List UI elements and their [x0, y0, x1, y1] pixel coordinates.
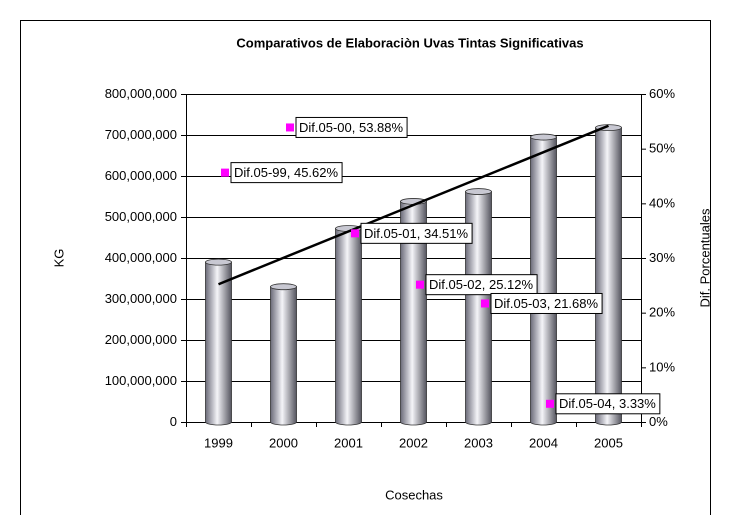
y-tick-label: 300,000,000 — [105, 291, 177, 306]
y-tick-label: 700,000,000 — [105, 127, 177, 142]
trend-line — [218, 124, 609, 286]
y2-tick-label: 30% — [649, 250, 675, 265]
y-tick-label: 500,000,000 — [105, 209, 177, 224]
bar-body — [335, 228, 362, 426]
bar — [335, 225, 362, 426]
bar — [205, 258, 232, 426]
bar — [595, 124, 622, 426]
scatter-point — [221, 168, 229, 177]
data-label: Dif.05-99, 45.62% — [234, 165, 339, 180]
data-label-box — [360, 222, 473, 244]
bar — [270, 283, 297, 426]
y-tick-label: 0 — [170, 414, 177, 429]
y-tick-label: 600,000,000 — [105, 168, 177, 183]
x-tick-label: 2002 — [399, 435, 428, 450]
y-tick-label: 400,000,000 — [105, 250, 177, 265]
y2-tick-label: 10% — [649, 359, 675, 374]
x-tick-label: 2005 — [594, 435, 623, 450]
data-label-box — [490, 292, 603, 314]
x-tick-label: 2000 — [269, 435, 298, 450]
bar — [400, 198, 427, 426]
bar-body — [205, 261, 232, 426]
bar — [530, 133, 557, 426]
y2-tick-label: 20% — [649, 305, 675, 320]
bar-top — [530, 133, 557, 141]
data-label: Dif.05-00, 53.88% — [299, 120, 404, 135]
data-label-box — [295, 116, 408, 138]
bar-top — [465, 188, 492, 195]
y2-tick-label: 60% — [649, 86, 675, 101]
bar-body — [595, 127, 622, 426]
x-tick-label: 2001 — [334, 435, 363, 450]
scatter-point — [416, 280, 424, 289]
y-tick-label: 200,000,000 — [105, 332, 177, 347]
x-tick-label: 1999 — [204, 435, 233, 450]
y2-axis-label: Dif. Porcentuales — [697, 208, 712, 307]
x-tick-label: 2003 — [464, 435, 493, 450]
chart-title: Comparativos de Elaboraciòn Uvas Tintas … — [236, 35, 583, 50]
data-label: Dif.05-02, 25.12% — [429, 277, 534, 292]
y-axis-label: KG — [51, 249, 66, 268]
bar — [465, 188, 492, 426]
scatter-point — [286, 123, 294, 132]
y-tick-label: 100,000,000 — [105, 373, 177, 388]
x-tick-label: 2004 — [529, 435, 558, 450]
bar-body — [270, 286, 297, 426]
data-label: Dif.05-03, 21.68% — [494, 296, 599, 311]
bar-body — [400, 201, 427, 426]
data-label: Dif.05-01, 34.51% — [364, 226, 469, 241]
data-label-box — [425, 274, 538, 296]
bar-body — [530, 136, 557, 426]
x-axis-label: Cosechas — [385, 487, 443, 502]
y2-tick-label: 0% — [649, 414, 668, 429]
data-label-box — [230, 162, 343, 184]
data-label: Dif.05-04, 3.33% — [559, 396, 656, 411]
y2-tick-label: 50% — [649, 141, 675, 156]
scatter-point — [351, 229, 359, 238]
bar-top — [205, 258, 232, 266]
bar-body — [465, 191, 492, 426]
bar-top — [270, 283, 297, 291]
y2-tick-label: 40% — [649, 195, 675, 210]
scatter-point — [481, 299, 489, 308]
data-label-box — [555, 393, 661, 415]
y-tick-label: 800,000,000 — [105, 86, 177, 101]
scatter-point — [546, 399, 554, 408]
